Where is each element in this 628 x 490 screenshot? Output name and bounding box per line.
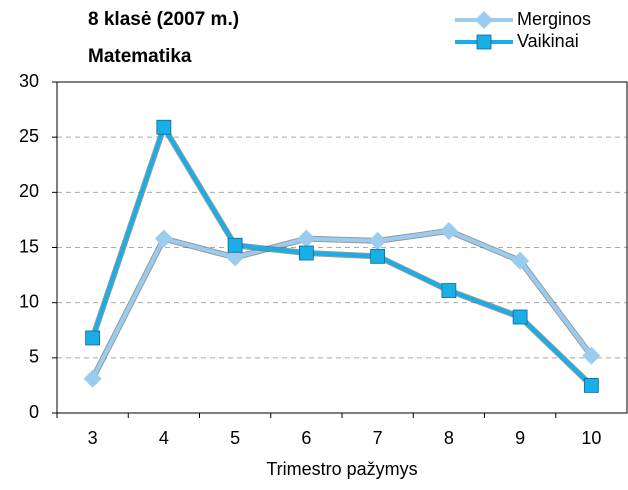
series-marker [582, 346, 601, 365]
series-marker [156, 119, 172, 135]
series-line [90, 228, 593, 380]
series-marker [370, 248, 386, 264]
legend-label: Vaikinai [517, 31, 579, 51]
x-tick-label: 8 [444, 428, 454, 448]
legend-label: Merginos [517, 9, 591, 29]
x-tick-label: 7 [373, 428, 383, 448]
y-tick-label: 5 [29, 347, 39, 367]
series-marker [441, 283, 457, 298]
series-marker [298, 245, 314, 261]
x-tick-label: 3 [88, 428, 98, 448]
y-tick-label: 30 [19, 71, 39, 91]
x-tick-label: 9 [515, 428, 525, 448]
y-tick-label: 15 [19, 236, 39, 256]
x-tick-label: 10 [581, 428, 601, 448]
y-tick-label: 25 [19, 126, 39, 146]
y-tick-label: 0 [29, 402, 39, 422]
series-marker [511, 251, 530, 270]
series-marker [297, 229, 316, 248]
series-marker [85, 330, 101, 346]
x-tick-label: 4 [159, 428, 169, 448]
series-marker [227, 237, 243, 253]
x-axis-label: Trimestro pažymys [266, 459, 417, 479]
x-tick-label: 5 [230, 428, 240, 448]
series-line [90, 122, 593, 387]
series-marker [83, 369, 102, 388]
chart-subtitle: Matematika [88, 46, 192, 67]
series-marker [368, 231, 387, 250]
series-marker [439, 221, 458, 240]
y-tick-label: 20 [19, 181, 39, 201]
series-marker [583, 378, 599, 393]
chart-title: 8 klasė (2007 m.) [88, 9, 239, 30]
x-tick-label: 6 [301, 428, 311, 448]
legend-marker [476, 34, 492, 50]
series-marker [154, 229, 173, 248]
series-marker [512, 309, 528, 325]
series-marker [226, 248, 245, 267]
legend-marker [475, 11, 493, 29]
y-tick-label: 10 [19, 291, 39, 311]
